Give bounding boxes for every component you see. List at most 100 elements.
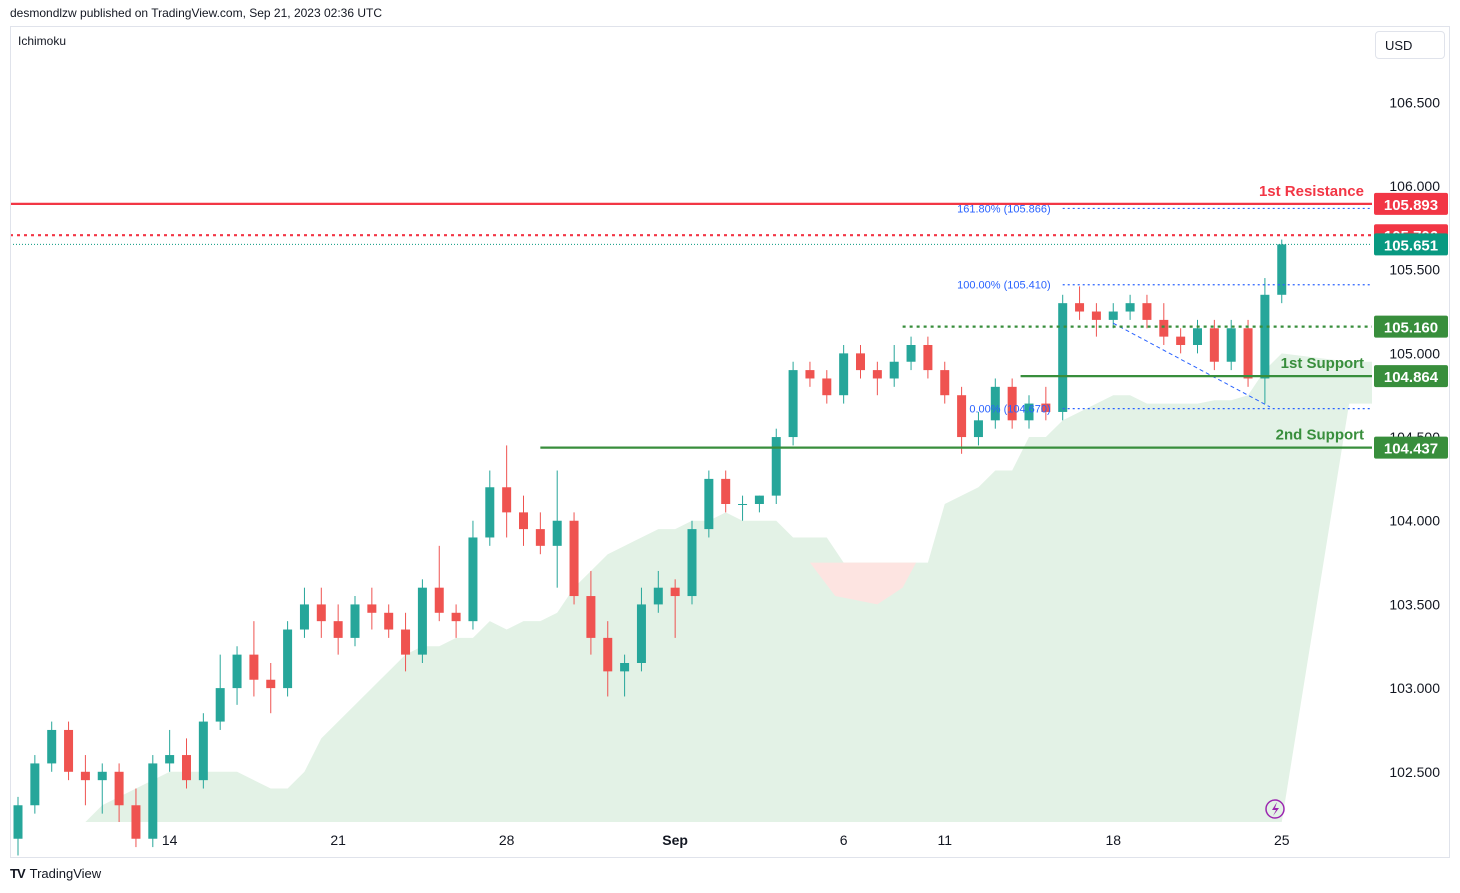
price-level-value: 105.893 [1384,197,1438,214]
price-level-name: 2nd Support [1276,427,1364,444]
candle-body [990,386,1000,421]
candle-body [754,495,764,504]
candle-body [1007,386,1017,421]
candle-body [64,729,74,772]
candle-body [283,629,293,689]
fib-trend-line [1113,322,1271,408]
candle-body [670,587,680,597]
candle-body [266,679,276,689]
candle-body [13,805,23,839]
candle-body [923,345,933,371]
candle-body [603,637,613,672]
y-tick-label: 102.500 [1389,764,1440,780]
candle-body [704,478,714,530]
candle-body [805,370,815,379]
ichimoku-cloud [18,353,1372,822]
candle-body [1125,303,1135,312]
candle-body [299,604,309,630]
candle-body [249,654,259,680]
candle-body [1159,319,1169,337]
candle-body [1108,311,1118,320]
candle-body [1176,336,1186,345]
x-tick-label: 28 [499,832,515,848]
lightning-icon [1265,799,1285,819]
candle-body [165,755,175,764]
currency-button[interactable]: USD [1375,31,1445,59]
footer[interactable]: TV TradingView [10,866,101,881]
price-level-value: 104.864 [1384,369,1439,386]
candle-body [839,353,849,396]
candle-body [1209,328,1219,362]
price-level-tag [1374,315,1448,338]
candle-body [1041,403,1051,412]
candle-body [215,688,225,722]
price-level-value: 105.651 [1384,237,1438,254]
candle-body [889,361,899,379]
candle-body [552,520,562,546]
candle-body [97,771,107,781]
candle-body [401,629,411,655]
candle-body [586,596,596,638]
price-level-value: 105.160 [1384,320,1438,337]
x-tick-label: 25 [1274,832,1290,848]
price-level-tag [1374,233,1448,256]
y-tick-label: 105.500 [1389,262,1440,278]
price-level-tag [1374,436,1448,459]
y-tick-label: 106.500 [1389,94,1440,110]
fib-level-label: 100.00% (105.410) [957,280,1051,292]
candle-body [856,353,865,371]
candle-body [636,604,646,663]
candle-body [1058,303,1068,412]
fib-level-label: 0.00% (104.670) [969,404,1050,416]
candle-body [80,771,90,781]
ichimoku-cloud-red [809,562,917,605]
price-level-name: 1st Resistance [1259,183,1364,200]
candle-body [1226,328,1236,362]
price-level-value: 104.437 [1384,441,1438,458]
x-tick-label: Sep [662,832,688,848]
candle-body [468,537,478,622]
candle-body [131,805,141,839]
fib-level-label: 161.80% (105.866) [957,203,1051,215]
candle-body [384,612,394,630]
candle-body [535,529,545,546]
candle-body [316,604,326,622]
candle-body [569,520,579,597]
candle-body [788,370,798,438]
footer-brand: TradingView [29,866,102,881]
candle-body [687,529,697,597]
price-level-name: 1st Support [1281,355,1364,372]
candle-body [367,604,377,613]
candle-body [1277,244,1287,295]
candle-body [822,378,832,396]
candle-body [198,721,208,781]
candle-body [1243,328,1253,379]
candle-body [957,395,967,438]
candle-body [1091,311,1101,320]
x-tick-label: 21 [330,832,346,848]
candle-body [1024,403,1034,421]
y-tick-label: 103.000 [1389,680,1440,696]
price-level-tag [1374,192,1448,215]
lightning-icon-glyph [1272,802,1279,816]
y-tick-label: 105.000 [1389,345,1440,361]
candle-body [417,587,427,655]
candle-body [502,487,512,513]
candle-body [30,763,40,806]
y-tick-label: 103.500 [1389,596,1440,612]
candle-body [653,587,663,605]
candle-body [738,504,748,505]
candle-body [114,771,124,806]
candle-body [1075,303,1085,312]
y-tick-label: 106.000 [1389,178,1440,194]
candle-body [973,420,983,438]
candle-body [940,370,950,396]
indicator-label[interactable]: Ichimoku [18,34,67,48]
candle-body [1260,294,1270,379]
candle-body [434,587,444,613]
candle-body [182,755,191,781]
candle-body [1193,328,1202,345]
candle-body [519,512,528,530]
candle-body [47,729,57,764]
